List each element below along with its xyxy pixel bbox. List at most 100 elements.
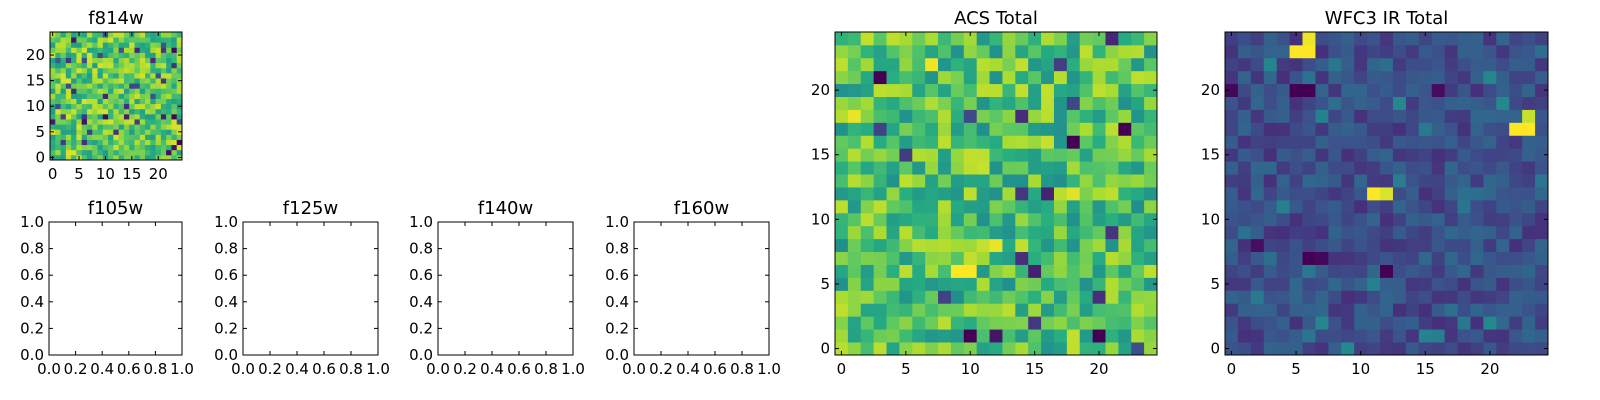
heatmap-cell bbox=[1041, 122, 1055, 136]
heatmap-cell bbox=[1392, 122, 1407, 136]
heatmap-cell bbox=[150, 78, 156, 84]
heatmap-cell bbox=[166, 52, 172, 58]
heatmap-cell bbox=[899, 57, 913, 72]
heatmap-cell bbox=[1131, 212, 1145, 227]
heatmap-cell bbox=[1276, 251, 1290, 265]
heatmap-cell bbox=[1380, 161, 1394, 175]
heatmap-cell bbox=[989, 199, 1003, 214]
heatmap-cell bbox=[134, 62, 141, 69]
heatmap-cell bbox=[65, 103, 72, 110]
heatmap-cell bbox=[102, 124, 109, 130]
heatmap-cell bbox=[1092, 277, 1106, 291]
heatmap-cell bbox=[1289, 148, 1303, 162]
heatmap-cell bbox=[71, 93, 77, 99]
heatmap-cell bbox=[1250, 96, 1265, 110]
heatmap-cell bbox=[1092, 212, 1106, 227]
heatmap-cell bbox=[1315, 264, 1329, 278]
heatmap-cell bbox=[1289, 109, 1303, 123]
heatmap-cell bbox=[976, 135, 990, 149]
heatmap-cell bbox=[976, 212, 990, 227]
heatmap-cell bbox=[1276, 161, 1290, 175]
heatmap-cell bbox=[963, 57, 978, 72]
heatmap-cell bbox=[81, 108, 88, 115]
heatmap-cell bbox=[1131, 109, 1145, 123]
heatmap-cell bbox=[113, 108, 120, 115]
heatmap-cell bbox=[1315, 109, 1329, 123]
heatmap-cell bbox=[113, 47, 120, 53]
heatmap-cell bbox=[118, 42, 125, 48]
y-tick-label: 0.0 bbox=[409, 346, 433, 364]
heatmap-cell bbox=[81, 139, 88, 146]
heatmap-cell bbox=[950, 290, 965, 304]
heatmap-cell bbox=[950, 251, 965, 265]
heatmap-cell bbox=[171, 52, 178, 58]
heatmap-cell bbox=[118, 124, 125, 130]
heatmap-cell bbox=[108, 113, 114, 120]
heatmap-cell bbox=[118, 83, 125, 89]
heatmap-cell bbox=[1380, 199, 1394, 214]
heatmap-cell bbox=[1431, 109, 1446, 123]
heatmap-cell bbox=[1509, 148, 1523, 162]
y-tick-label: 0.8 bbox=[214, 240, 238, 258]
x-tick-label: 0.0 bbox=[426, 360, 450, 378]
heatmap-cell bbox=[1066, 32, 1081, 46]
heatmap-cell bbox=[860, 148, 875, 162]
heatmap-cell bbox=[145, 124, 151, 130]
heatmap-cell bbox=[97, 88, 104, 94]
heatmap-cell bbox=[1002, 174, 1016, 188]
heatmap-cell bbox=[129, 78, 135, 84]
heatmap-cell bbox=[1380, 32, 1394, 46]
heatmap-cell bbox=[1144, 70, 1158, 85]
heatmap-cell bbox=[1041, 342, 1055, 356]
heatmap-cell bbox=[86, 52, 93, 58]
heatmap-cell bbox=[150, 154, 156, 161]
heatmap-cell bbox=[139, 78, 146, 84]
heatmap-cell bbox=[166, 124, 172, 130]
heatmap-cell bbox=[1457, 109, 1471, 123]
heatmap-cell bbox=[1289, 329, 1303, 343]
heatmap-cell bbox=[899, 251, 913, 265]
heatmap-cell bbox=[1470, 251, 1484, 265]
heatmap-cell bbox=[123, 139, 130, 146]
heatmap-cell bbox=[1028, 199, 1042, 214]
heatmap-cell bbox=[1418, 212, 1433, 227]
heatmap-cell bbox=[1535, 264, 1549, 278]
heatmap-cell bbox=[1483, 187, 1497, 201]
heatmap-cell bbox=[160, 93, 167, 99]
heatmap-cell bbox=[1509, 316, 1523, 330]
heatmap-cell bbox=[50, 119, 56, 125]
heatmap-cell bbox=[1066, 303, 1081, 317]
heatmap-cell bbox=[1289, 96, 1303, 110]
heatmap-cell bbox=[1092, 44, 1106, 59]
heatmap-cell bbox=[1028, 329, 1042, 343]
heatmap-cell bbox=[1066, 70, 1081, 85]
heatmap-cell bbox=[1092, 32, 1106, 46]
heatmap-cell bbox=[129, 47, 135, 53]
heatmap-cell bbox=[92, 93, 98, 99]
heatmap-cell bbox=[97, 62, 104, 69]
heatmap-cell bbox=[899, 290, 913, 304]
heatmap-cell bbox=[1522, 96, 1536, 110]
heatmap-cell bbox=[150, 129, 156, 135]
heatmap-cell bbox=[65, 144, 72, 151]
heatmap-cell bbox=[1392, 44, 1407, 59]
heatmap-cell bbox=[1289, 199, 1303, 214]
heatmap-cell bbox=[1118, 161, 1132, 175]
heatmap-cell bbox=[976, 122, 990, 136]
heatmap-cell bbox=[1066, 96, 1081, 110]
x-tick-label: 0.6 bbox=[703, 360, 727, 378]
heatmap-cell bbox=[1405, 251, 1420, 265]
heatmap-cell bbox=[1483, 161, 1497, 175]
heatmap-cell bbox=[1431, 83, 1446, 97]
heatmap-cell bbox=[118, 47, 125, 53]
heatmap-cell bbox=[1053, 57, 1068, 72]
heatmap-cell bbox=[71, 37, 77, 43]
heatmap-cell bbox=[989, 251, 1003, 265]
heatmap-cell bbox=[1367, 161, 1381, 175]
heatmap-cell bbox=[847, 277, 862, 291]
heatmap-cell bbox=[873, 109, 887, 123]
y-tick-label: 1.0 bbox=[605, 213, 629, 231]
heatmap-cell bbox=[160, 124, 167, 130]
heatmap-cell bbox=[1144, 342, 1158, 356]
heatmap-cell bbox=[102, 93, 109, 99]
